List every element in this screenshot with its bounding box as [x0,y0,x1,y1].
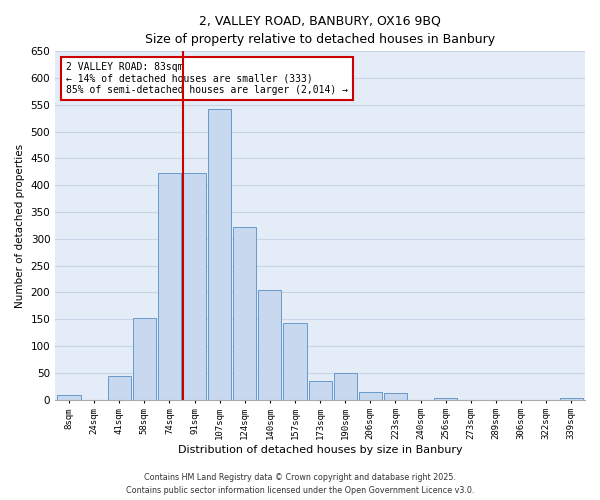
Bar [308,382,332,400]
Y-axis label: Number of detached properties: Number of detached properties [15,144,25,308]
Bar [233,226,256,400]
Text: Contains HM Land Registry data © Crown copyright and database right 2025.
Contai: Contains HM Land Registry data © Crown c… [126,474,474,495]
Title: 2, VALLEY ROAD, BANBURY, OX16 9BQ
Size of property relative to detached houses i: 2, VALLEY ROAD, BANBURY, OX16 9BQ Size o… [145,15,495,46]
Bar [434,398,457,400]
Bar [58,396,80,400]
Text: 2 VALLEY ROAD: 83sqm
← 14% of detached houses are smaller (333)
85% of semi-deta: 2 VALLEY ROAD: 83sqm ← 14% of detached h… [66,62,348,95]
Bar [560,398,583,400]
Bar [133,318,156,400]
Bar [359,392,382,400]
Bar [259,290,281,400]
Bar [384,392,407,400]
Bar [183,174,206,400]
Bar [107,376,131,400]
Bar [334,374,357,400]
Bar [208,109,231,400]
Bar [158,174,181,400]
Bar [283,323,307,400]
X-axis label: Distribution of detached houses by size in Banbury: Distribution of detached houses by size … [178,445,463,455]
